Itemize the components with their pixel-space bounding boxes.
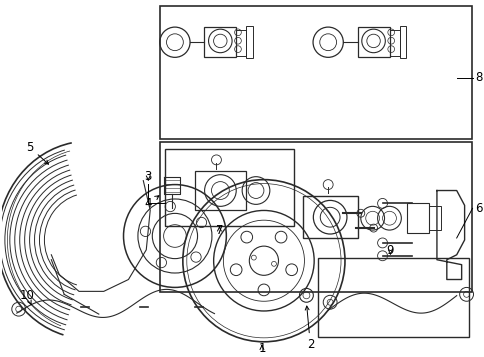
Text: 3: 3 (144, 170, 151, 183)
Bar (194, 171, 245, 210)
Text: 6: 6 (474, 202, 482, 215)
Bar (204, 27, 236, 57)
Text: 10: 10 (19, 289, 34, 305)
Bar (303, 196, 357, 238)
Text: 8: 8 (474, 71, 482, 84)
Bar (246, 26, 253, 58)
Bar (407, 203, 428, 233)
Bar (160, 6, 470, 139)
Bar (318, 258, 468, 337)
Bar (236, 30, 246, 56)
Bar (160, 142, 470, 292)
Text: 2: 2 (304, 306, 314, 351)
Text: 7: 7 (215, 223, 223, 237)
Bar (357, 27, 389, 57)
Text: 9: 9 (386, 244, 393, 257)
Bar (399, 26, 406, 58)
Bar (389, 30, 399, 56)
Text: 4: 4 (144, 196, 159, 210)
Bar (428, 206, 440, 230)
Bar (165, 149, 293, 226)
Text: 5: 5 (26, 141, 48, 164)
Text: 1: 1 (257, 342, 265, 355)
